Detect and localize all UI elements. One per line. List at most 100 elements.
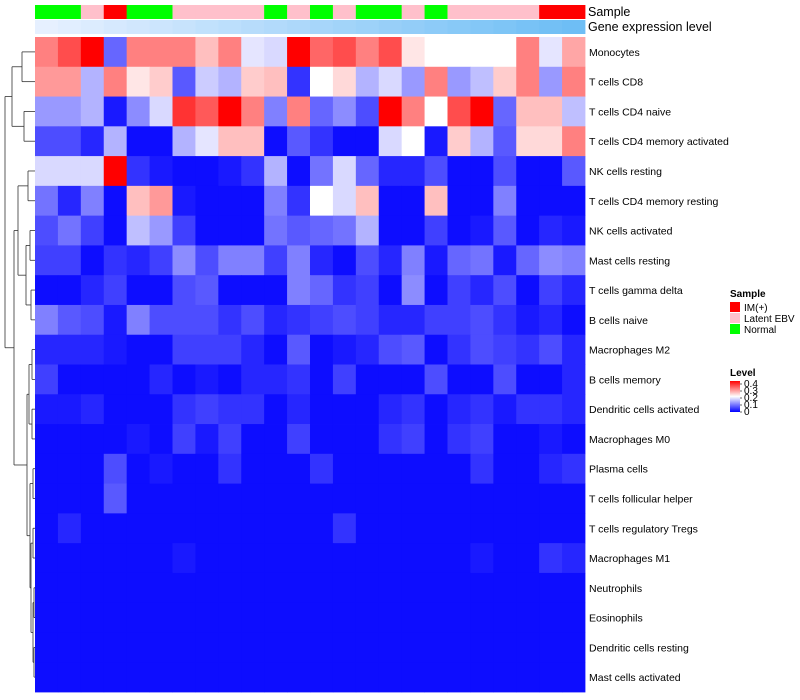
heatmap-cell: [401, 572, 425, 604]
heatmap-cell: [355, 662, 380, 693]
gene-expression-level-cell: [447, 20, 471, 34]
row-label: Macrophages M2: [589, 345, 670, 357]
heatmap-cell: [287, 275, 311, 306]
row-labels: Monocytes T cells CD8 T cells CD4 naive T c…: [589, 47, 729, 684]
row-label: T cells CD8: [589, 77, 643, 89]
heatmap-cell: [332, 66, 357, 97]
heatmap-cell: [35, 483, 59, 514]
heatmap-cell: [539, 37, 563, 68]
heatmap-cell: [126, 126, 150, 157]
heatmap-cell: [126, 96, 150, 127]
heatmap-cell: [516, 513, 540, 544]
heatmap-cell: [195, 632, 219, 663]
heatmap-cell: [103, 602, 128, 633]
heatmap-cell: [218, 275, 242, 306]
heatmap-cell: [149, 156, 173, 187]
heatmap-cell: [493, 37, 517, 68]
heatmap-cell: [126, 304, 150, 336]
heatmap-cell: [149, 126, 173, 157]
heatmap-cell: [80, 245, 105, 276]
heatmap-cell: [539, 483, 563, 514]
heatmap-cell: [126, 602, 150, 633]
heatmap-cell: [378, 245, 403, 276]
heatmap-cell: [562, 96, 586, 127]
legend-level-tick: 0.3: [744, 386, 758, 397]
heatmap-cell: [172, 602, 196, 633]
heatmap-cell: [35, 424, 59, 455]
heatmap-cell: [355, 304, 380, 336]
heatmap-cell: [493, 66, 517, 97]
heatmap-cell: [57, 662, 82, 693]
heatmap-cell: [470, 483, 494, 514]
heatmap-cell: [218, 662, 242, 693]
heatmap-cell: [172, 37, 196, 68]
heatmap-cell: [310, 453, 334, 484]
heatmap-cell: [241, 245, 265, 276]
heatmap-cell: [195, 245, 219, 276]
heatmap-cell: [287, 572, 311, 604]
heatmap-cell: [310, 572, 334, 604]
heatmap-cell: [218, 185, 242, 217]
heatmap-cell: [264, 126, 288, 157]
heatmap-cell: [103, 304, 128, 336]
heatmap-cell: [401, 394, 425, 425]
heatmap-cell: [57, 156, 82, 187]
gene-expression-level-cell: [539, 20, 563, 34]
heatmap-cell: [562, 334, 586, 365]
heatmap-cell: [355, 126, 380, 157]
heatmap-cell: [241, 304, 265, 336]
gene-expression-level-cell: [149, 20, 173, 34]
heatmap-cell: [378, 275, 403, 306]
heatmap-cell: [539, 453, 563, 484]
heatmap-cell: [126, 543, 150, 574]
sample-annotation-cell: [287, 5, 311, 19]
heatmap-cell: [287, 424, 311, 455]
heatmap-cell: [264, 245, 288, 276]
heatmap-cell: [401, 453, 425, 484]
heatmap-cell: [424, 334, 448, 365]
heatmap-cell: [172, 394, 196, 425]
heatmap-cell: [516, 304, 540, 336]
heatmap-cell: [516, 126, 540, 157]
heatmap-cell: [539, 632, 563, 663]
heatmap-cell: [241, 364, 265, 395]
heatmap-cell: [195, 453, 219, 484]
heatmap-cell: [103, 364, 128, 395]
heatmap-cell: [241, 453, 265, 484]
legend-sample-swatch: [730, 302, 740, 312]
heatmap-cell: [149, 334, 173, 365]
heatmap-cell: [35, 572, 59, 604]
heatmap-cell: [424, 394, 448, 425]
heatmap-cell: [80, 394, 105, 425]
heatmap-cell: [310, 37, 334, 68]
heatmap-cell: [539, 424, 563, 455]
heatmap-cell: [172, 334, 196, 365]
heatmap-cell: [493, 185, 517, 217]
heatmap-cell: [80, 602, 105, 633]
heatmap-cell: [470, 156, 494, 187]
heatmap-cell: [310, 215, 334, 246]
heatmap-cell: [195, 126, 219, 157]
heatmap-cell: [355, 543, 380, 574]
heatmap-cell: [539, 334, 563, 365]
gene-expression-level-cell: [264, 20, 288, 34]
heatmap-cell: [241, 126, 265, 157]
heatmap-cell: [103, 483, 128, 514]
heatmap-cell: [218, 572, 242, 604]
heatmap-cell: [287, 185, 311, 217]
heatmap-cell: [172, 513, 196, 544]
heatmap-cell: [493, 334, 517, 365]
heatmap-cell: [287, 245, 311, 276]
heatmap-cell: [264, 364, 288, 395]
heatmap-cell: [80, 304, 105, 336]
heatmap-cell: [539, 572, 563, 604]
heatmap-cell: [103, 126, 128, 157]
heatmap-cell: [172, 632, 196, 663]
heatmap-cell: [218, 453, 242, 484]
heatmap-cell: [103, 37, 128, 68]
heatmap-cell: [80, 662, 105, 693]
row-label: T cells regulatory Tregs: [589, 523, 698, 535]
heatmap-cell: [57, 215, 82, 246]
row-label: Macrophages M1: [589, 553, 670, 565]
